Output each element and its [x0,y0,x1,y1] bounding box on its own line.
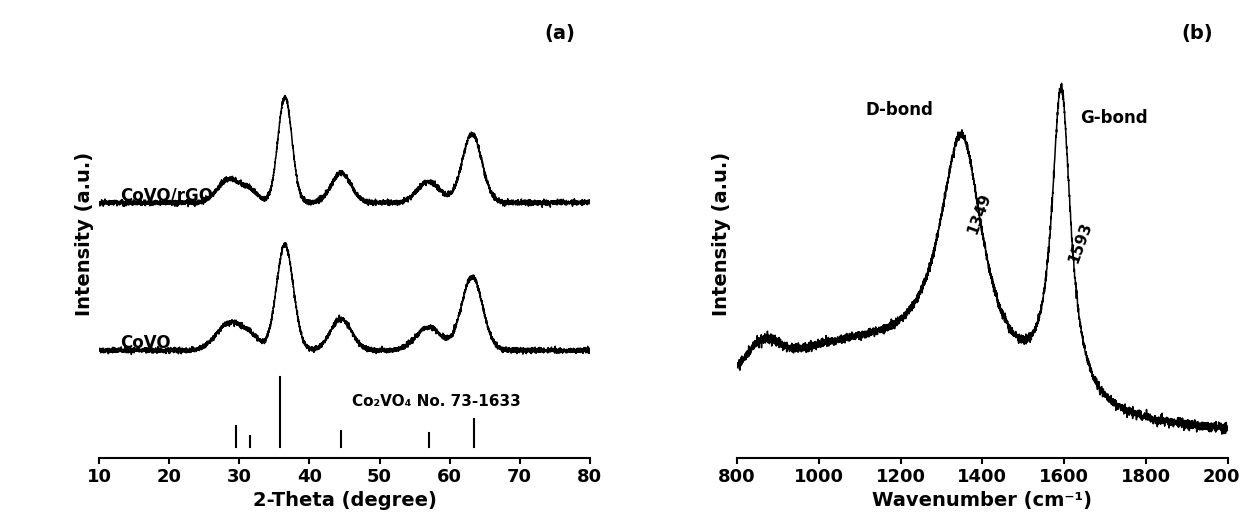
Text: (a): (a) [544,24,575,43]
Text: 1349: 1349 [965,191,993,236]
Text: G-bond: G-bond [1080,109,1148,127]
Y-axis label: Intensity (a.u.): Intensity (a.u.) [713,152,732,316]
Y-axis label: Intensity (a.u.): Intensity (a.u.) [74,152,94,316]
X-axis label: 2-Theta (degree): 2-Theta (degree) [253,492,436,511]
Text: CoVO/rGO: CoVO/rGO [120,186,213,204]
Text: Co₂VO₄ No. 73-1633: Co₂VO₄ No. 73-1633 [351,394,521,409]
Text: 1593: 1593 [1065,220,1094,265]
Text: D-bond: D-bond [866,102,934,120]
Text: (b): (b) [1182,24,1213,43]
X-axis label: Wavenumber (cm⁻¹): Wavenumber (cm⁻¹) [872,492,1092,511]
Text: CoVO: CoVO [120,334,171,352]
